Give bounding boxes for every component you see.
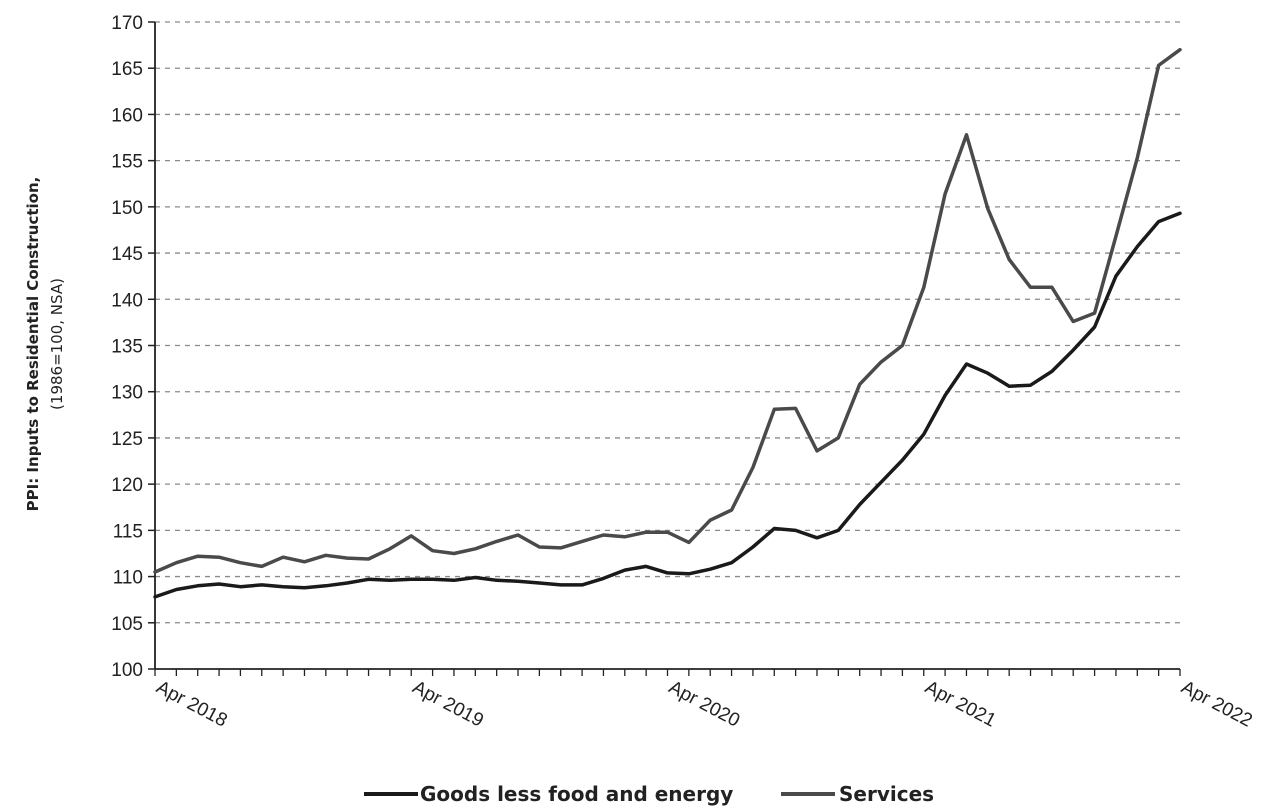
x-tick-label-3: Apr 2021 xyxy=(921,677,999,732)
legend-label-goods: Goods less food and energy xyxy=(420,782,733,806)
y-axis-label: PPI: Inputs to Residential Construction, xyxy=(24,177,42,512)
y-tick-labels: 100 105 110 115 120 125 130 135 140 145 150 155 160 1… xyxy=(111,13,143,681)
y-tick-label-145: 145 xyxy=(111,244,143,265)
axes xyxy=(154,22,1181,676)
y-tick-label-165: 165 xyxy=(111,59,143,80)
x-tick-label-4: Apr 2022 xyxy=(1178,677,1256,732)
y-tick-label-155: 155 xyxy=(111,152,143,173)
x-tick-label-0: Apr 2018 xyxy=(153,677,231,732)
series-lines xyxy=(153,47,1182,599)
y-tick-label-130: 130 xyxy=(111,383,143,404)
y-tick-label-170: 170 xyxy=(111,13,143,34)
series-line-1 xyxy=(153,47,1182,574)
y-tick-label-100: 100 xyxy=(111,660,143,681)
y-tick-label-140: 140 xyxy=(111,290,143,311)
x-tick-labels: Apr 2018 Apr 2019 Apr 2020 Apr 2021 Apr 2022 xyxy=(153,677,1256,732)
y-tick-label-150: 150 xyxy=(111,198,143,219)
x-tick-label-2: Apr 2020 xyxy=(665,677,743,732)
y-tick-label-105: 105 xyxy=(111,614,143,635)
y-tick-label-120: 120 xyxy=(111,475,143,496)
legend: Goods less food and energy Services xyxy=(364,782,934,806)
y-tick-label-115: 115 xyxy=(113,521,143,542)
x-tick-label-1: Apr 2019 xyxy=(409,677,487,732)
y-tick-label-160: 160 xyxy=(111,105,143,126)
grid-lines xyxy=(148,21,1180,670)
legend-label-services: Services xyxy=(839,782,934,806)
y-tick-label-110: 110 xyxy=(113,568,143,589)
y-tick-label-125: 125 xyxy=(111,429,143,450)
y-tick-label-135: 135 xyxy=(111,337,143,358)
series-line-0 xyxy=(153,211,1182,599)
y-axis-sublabel: (1986=100, NSA) xyxy=(48,278,66,410)
